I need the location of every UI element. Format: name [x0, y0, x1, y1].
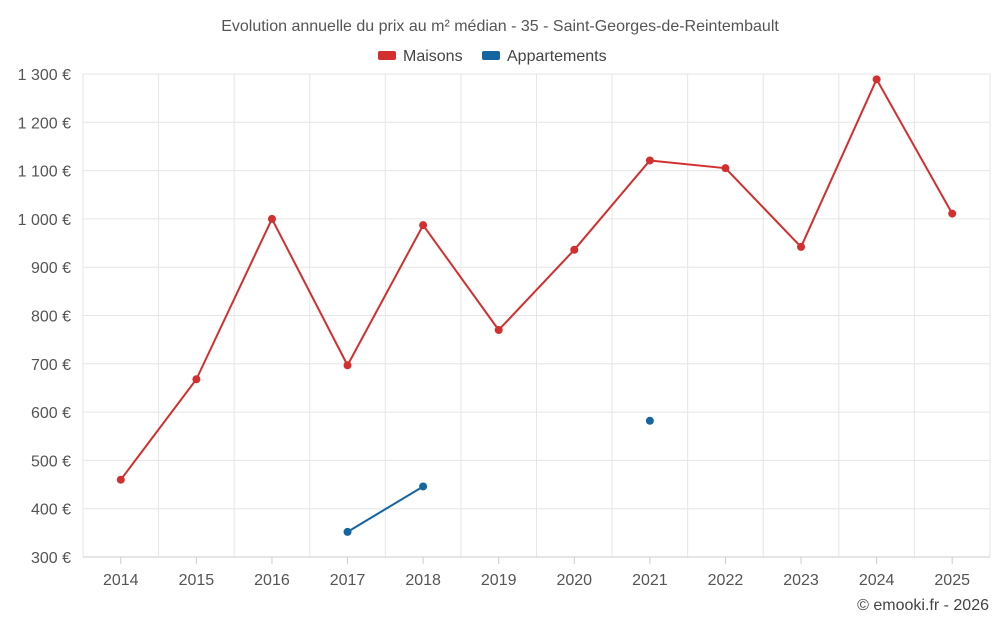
y-tick-label: 1 000 €: [18, 212, 71, 229]
x-tick-label: 2015: [179, 572, 215, 589]
data-point-maisons[interactable]: [192, 375, 201, 384]
y-tick-label: 400 €: [31, 502, 71, 519]
series-line-maisons: [119, 78, 954, 481]
data-point-maisons[interactable]: [267, 214, 276, 223]
data-point-maisons[interactable]: [645, 156, 654, 165]
legend-swatch-appartements: [482, 51, 500, 60]
y-axis: 300 € 400 € 500 € 600 € 700 € 800 € 900 € 1 000…: [18, 67, 71, 567]
legend-item-appartements[interactable]: Appartements: [482, 48, 607, 65]
x-tick-label: 2023: [783, 572, 819, 589]
x-tick-label: 2017: [330, 572, 366, 589]
legend: Maisons Appartements: [378, 48, 607, 65]
x-tick-label: 2019: [481, 572, 517, 589]
y-tick-label: 900 €: [31, 260, 71, 277]
data-point-maisons[interactable]: [419, 221, 428, 230]
data-point-maisons[interactable]: [494, 325, 503, 334]
x-tick-label: 2020: [556, 572, 592, 589]
x-axis: 2014 2015 2016 2017 2018 2019 2020 2021 2022 2023…: [83, 556, 990, 589]
series-appartements: [343, 416, 654, 536]
y-tick-label: 700 €: [31, 357, 71, 374]
grid: [82, 73, 991, 557]
credit-text: © emooki.fr - 2026: [857, 597, 989, 614]
series: [116, 75, 957, 536]
legend-swatch-maisons: [378, 51, 396, 60]
x-tick-label: 2021: [632, 572, 668, 589]
data-point-maisons[interactable]: [948, 209, 957, 218]
data-point-maisons[interactable]: [343, 361, 352, 370]
series-line-appartements: [347, 485, 424, 533]
x-tick-label: 2025: [934, 572, 970, 589]
y-tick-label: 1 300 €: [18, 67, 71, 84]
y-tick-label: 300 €: [31, 550, 71, 567]
data-point-maisons[interactable]: [797, 242, 806, 251]
x-tick-label: 2014: [103, 572, 139, 589]
y-tick-label: 1 100 €: [18, 164, 71, 181]
data-point-maisons[interactable]: [116, 475, 125, 484]
data-point-appartements[interactable]: [343, 527, 352, 536]
x-tick-label: 2022: [708, 572, 744, 589]
data-point-appartements[interactable]: [645, 416, 654, 425]
x-tick-label: 2016: [254, 572, 290, 589]
series-maisons: [116, 75, 957, 484]
legend-label-maisons: Maisons: [403, 48, 463, 65]
x-tick-label: 2024: [859, 572, 895, 589]
y-tick-label: 800 €: [31, 309, 71, 326]
chart-title: Evolution annuelle du prix au m² médian …: [221, 18, 779, 35]
legend-label-appartements: Appartements: [507, 48, 607, 65]
y-tick-label: 1 200 €: [18, 115, 71, 132]
y-tick-label: 500 €: [31, 453, 71, 470]
data-point-maisons[interactable]: [872, 75, 881, 84]
y-tick-label: 600 €: [31, 405, 71, 422]
data-point-appartements[interactable]: [419, 482, 428, 491]
x-tick-label: 2018: [405, 572, 441, 589]
legend-item-maisons[interactable]: Maisons: [378, 48, 463, 65]
data-point-maisons[interactable]: [721, 164, 730, 173]
data-point-maisons[interactable]: [570, 245, 579, 254]
